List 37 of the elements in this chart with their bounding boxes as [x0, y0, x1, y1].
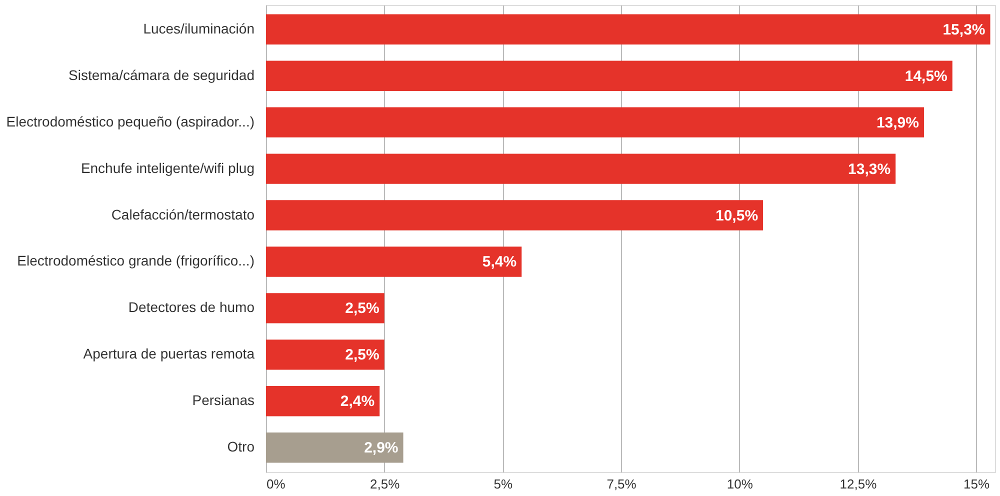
y-tick-label: Calefacción/termostato: [111, 206, 255, 222]
x-tick-label: 0%: [266, 476, 286, 492]
data-label: 2,5%: [345, 346, 380, 364]
y-tick-label: Electrodoméstico grande (frigorífico...): [17, 252, 254, 269]
y-tick-label: Sistema/cámara de seguridad: [68, 66, 254, 83]
x-tick-label: 5%: [494, 476, 514, 492]
y-tick-label: Detectores de humo: [128, 299, 255, 316]
y-tick-label: Electrodoméstico pequeño (aspirador...): [6, 113, 254, 130]
bar: [266, 246, 522, 277]
data-label: 2,4%: [340, 393, 375, 410]
data-label: 13,9%: [876, 114, 919, 132]
bar: [266, 154, 896, 184]
x-tick-label: 2,5%: [370, 476, 400, 492]
x-tick-label: 10%: [726, 476, 754, 492]
y-tick-label: Luces/iluminación: [143, 20, 254, 36]
data-label: 2,9%: [364, 440, 398, 457]
y-tick-label: Apertura de puertas remota: [83, 346, 255, 362]
data-label: 10,5%: [716, 207, 758, 224]
x-tick-label: 12,5%: [840, 476, 878, 492]
bar: [266, 386, 380, 416]
y-tick-label: Enchufe inteligente/wifi plug: [80, 160, 254, 176]
bar: [266, 14, 990, 44]
bar: [266, 200, 764, 230]
bar: [266, 60, 952, 91]
data-label: 13,3%: [848, 160, 891, 178]
data-label: 15,3%: [942, 21, 986, 38]
y-tick-label: Otro: [227, 438, 255, 455]
bar: [266, 432, 404, 463]
bar: [266, 107, 924, 138]
x-tick-label: 15%: [964, 476, 990, 492]
bar: [266, 340, 384, 370]
data-label: 14,5%: [904, 68, 948, 85]
data-label: 5,4%: [482, 254, 517, 271]
bar: [266, 293, 384, 324]
data-label: 2,5%: [345, 300, 380, 318]
y-tick-label: Persianas: [192, 392, 254, 408]
x-tick-label: 7,5%: [606, 476, 637, 492]
